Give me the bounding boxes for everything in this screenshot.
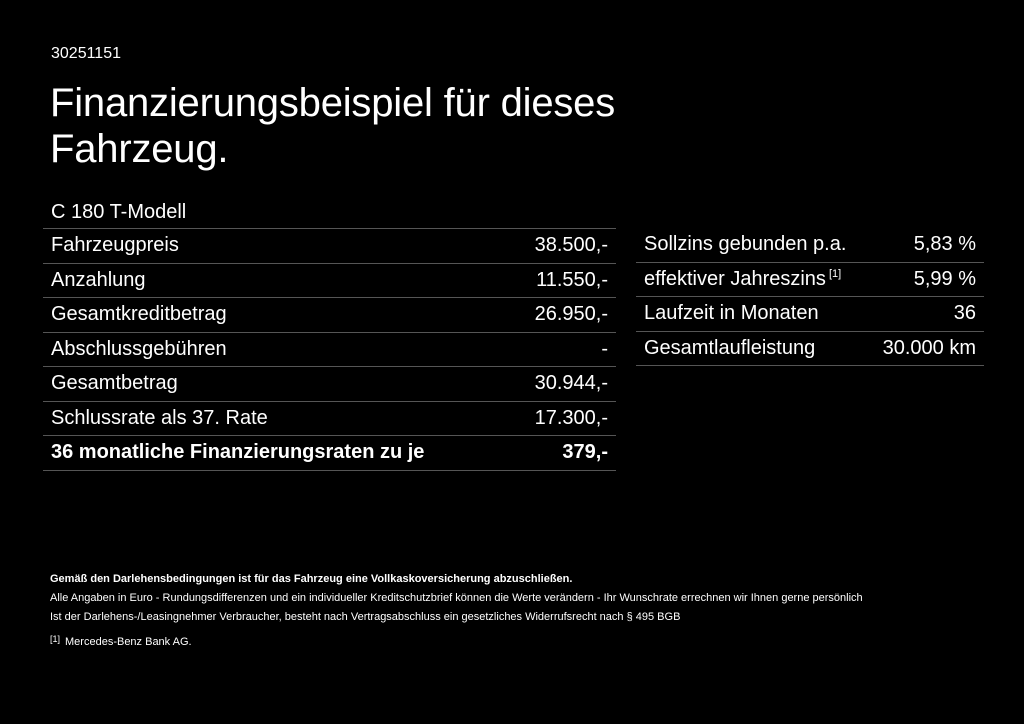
table-row-monthly-rate: 36 monatliche Finanzierungsraten zu je 3…	[43, 436, 616, 471]
finance-table: Fahrzeugpreis 38.500,- Anzahlung 11.550,…	[43, 228, 616, 471]
row-value: -	[601, 337, 608, 360]
footnote-text: Mercedes-Benz Bank AG.	[65, 636, 192, 648]
row-label: 36 monatliche Finanzierungsraten zu je	[51, 441, 425, 464]
page-title: Finanzierungsbeispiel für dieses Fahrzeu…	[50, 81, 616, 171]
row-label-text: effektiver Jahreszins	[644, 267, 826, 290]
insurance-note: Gemäß den Darlehensbedingungen ist für d…	[50, 573, 573, 585]
row-value: 379,-	[562, 441, 608, 464]
rounding-note: Alle Angaben in Euro - Rundungsdifferenz…	[50, 592, 863, 604]
table-row-abschlussgebuehren: Abschlussgebühren -	[43, 333, 616, 367]
row-label: effektiver Jahreszins [1]	[644, 268, 841, 291]
row-value: 38.500,-	[534, 234, 608, 257]
row-label: Laufzeit in Monaten	[644, 302, 819, 325]
footnote-reference: [1]	[828, 267, 842, 280]
row-value: 36	[953, 302, 976, 325]
table-row-schlussrate: Schlussrate als 37. Rate 17.300,-	[43, 402, 616, 436]
row-label: Gesamtbetrag	[51, 372, 178, 395]
footnote-mark: [1]	[50, 634, 61, 644]
terms-table: Sollzins gebunden p.a. 5,83 % effektiver…	[636, 228, 984, 366]
row-value: 30.000 km	[882, 336, 976, 359]
row-value: 26.950,-	[534, 303, 608, 326]
table-row-laufzeit: Laufzeit in Monaten 36	[636, 297, 984, 332]
row-value: 30.944,-	[534, 372, 608, 395]
row-value: 5,99 %	[913, 267, 976, 290]
legal-notes: Gemäß den Darlehensbedingungen ist für d…	[50, 570, 1000, 627]
table-row-gesamtlaufleistung: Gesamtlaufleistung 30.000 km	[636, 332, 984, 366]
row-label: Abschlussgebühren	[51, 337, 227, 360]
row-label: Schlussrate als 37. Rate	[51, 406, 268, 429]
footnote: [1] Mercedes-Benz Bank AG.	[50, 631, 192, 650]
offer-code: 30251151	[51, 45, 121, 62]
vehicle-model: C 180 T-Modell	[51, 201, 187, 223]
table-row-effektiver-jahreszins: effektiver Jahreszins [1] 5,99 %	[636, 263, 984, 297]
table-row-sollzins: Sollzins gebunden p.a. 5,83 %	[636, 228, 984, 263]
row-label: Gesamtlaufleistung	[644, 336, 816, 359]
row-value: 17.300,-	[534, 406, 608, 429]
table-row-anzahlung: Anzahlung 11.550,-	[43, 264, 616, 298]
table-row-fahrzeugpreis: Fahrzeugpreis 38.500,-	[43, 229, 616, 264]
row-value: 11.550,-	[536, 268, 608, 291]
row-label: Sollzins gebunden p.a.	[644, 233, 847, 256]
table-row-gesamtbetrag: Gesamtbetrag 30.944,-	[43, 367, 616, 402]
row-label: Fahrzeugpreis	[51, 234, 179, 257]
row-value: 5,83 %	[913, 233, 976, 256]
row-label: Gesamtkreditbetrag	[51, 303, 227, 326]
table-row-gesamtkreditbetrag: Gesamtkreditbetrag 26.950,-	[43, 298, 616, 333]
row-label: Anzahlung	[51, 268, 146, 291]
withdrawal-note: Ist der Darlehens-/Leasingnehmer Verbrau…	[50, 611, 681, 623]
